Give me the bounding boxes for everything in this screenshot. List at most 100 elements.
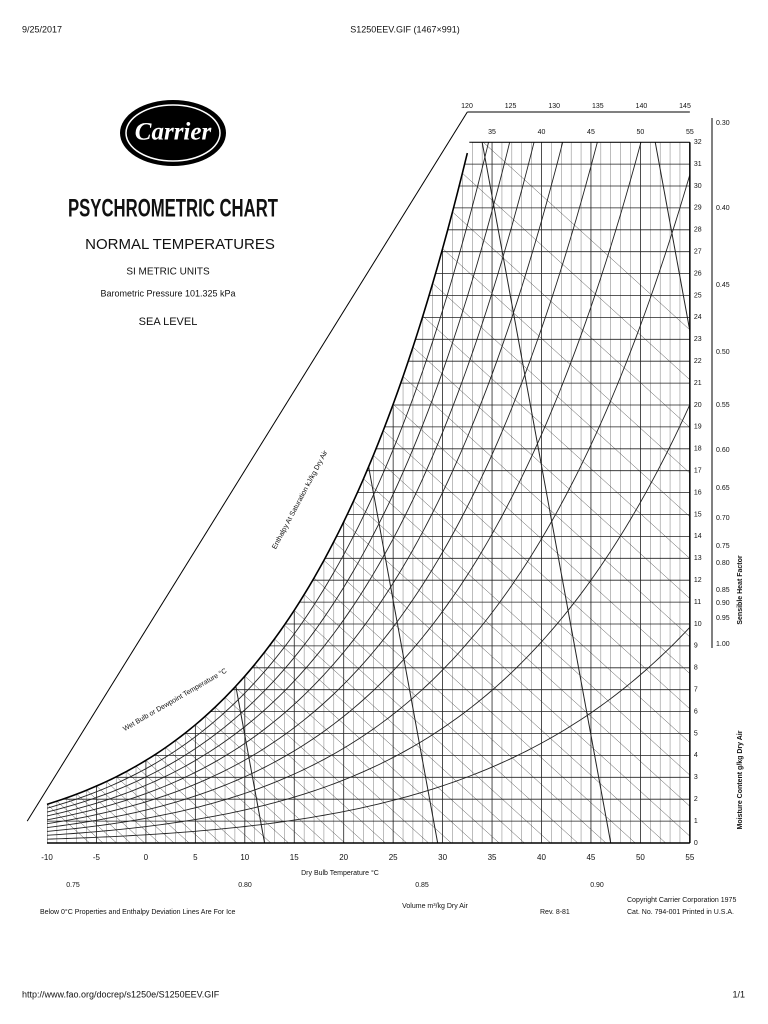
copyright: Copyright Carrier Corporation 1975 xyxy=(627,897,736,904)
moisture-tick: 30 xyxy=(694,183,702,190)
shf-tick: 0.55 xyxy=(716,402,730,409)
top-temp-label: 50 xyxy=(637,129,645,136)
x-tick-label: 25 xyxy=(389,853,398,862)
revision: Rev. 8-81 xyxy=(540,909,570,916)
rh-curve xyxy=(47,142,690,809)
x-tick-label: 45 xyxy=(586,853,595,862)
wet-bulb-line xyxy=(56,801,104,843)
wet-bulb-line xyxy=(155,753,254,843)
x-tick-label: 0 xyxy=(144,853,149,862)
wet-bulb-line xyxy=(165,747,272,843)
wet-bulb-line xyxy=(462,173,690,843)
wet-bulb-line xyxy=(373,455,690,843)
moisture-tick: 8 xyxy=(694,665,698,672)
wet-bulb-line xyxy=(185,732,307,843)
chart-title: PSYCHROMETRIC CHART xyxy=(68,195,278,223)
wet-bulb-line xyxy=(442,248,690,843)
x-tick-label: -5 xyxy=(93,853,101,862)
wet-bulb-line xyxy=(224,697,386,843)
shf-tick: 0.80 xyxy=(716,560,730,567)
rh-curve xyxy=(47,142,690,825)
moisture-tick: 5 xyxy=(694,730,698,737)
enthalpy-tick: 140 xyxy=(636,103,648,110)
pressure: Barometric Pressure 101.325 kPa xyxy=(100,288,235,298)
wet-bulb-line xyxy=(412,346,690,843)
moisture-tick: 6 xyxy=(694,708,698,715)
moisture-tick: 16 xyxy=(694,489,702,496)
moisture-tick: 31 xyxy=(694,161,702,168)
rh-curve xyxy=(47,404,690,836)
shf-tick: 0.60 xyxy=(716,447,730,454)
shf-tick: 1.00 xyxy=(716,641,730,648)
wet-bulb-line xyxy=(195,724,326,843)
enthalpy-scale xyxy=(26,111,468,822)
wet-bulb-line xyxy=(284,624,525,843)
x-tick-label: 55 xyxy=(685,853,694,862)
moisture-tick: 12 xyxy=(694,577,702,584)
wet-bulb-line xyxy=(175,740,289,843)
moisture-tick: 11 xyxy=(694,599,701,606)
wet-bulb-line xyxy=(323,560,636,843)
volume-tick: 0.85 xyxy=(415,882,429,889)
rh-curve xyxy=(47,142,690,821)
wet-bulb-line xyxy=(264,651,475,843)
moisture-tick: 25 xyxy=(694,292,702,299)
wet-bulb-line xyxy=(106,781,175,843)
wet-bulb-line xyxy=(234,686,407,843)
moisture-tick: 17 xyxy=(694,468,702,475)
shf-tick: 0.50 xyxy=(716,349,730,356)
wet-bulb-line xyxy=(304,594,578,843)
volume-tick: 0.75 xyxy=(66,882,80,889)
rh-curve xyxy=(47,142,690,817)
enthalpy-tick: 130 xyxy=(548,103,560,110)
print-date: 9/25/2017 xyxy=(22,24,62,34)
moisture-tick: 0 xyxy=(694,840,698,847)
wet-bulb-line xyxy=(393,404,690,843)
moisture-tick: 14 xyxy=(694,533,702,540)
volume-tick: 0.90 xyxy=(590,882,604,889)
catalog: Cat. No. 794-001 Printed in U.S.A. xyxy=(627,909,734,916)
x-tick-label: 15 xyxy=(290,853,299,862)
level: SEA LEVEL xyxy=(139,316,198,328)
wet-bulb-line xyxy=(313,577,607,843)
logo: Carrier xyxy=(120,100,226,166)
rh-curve xyxy=(47,174,690,832)
volume-line xyxy=(481,142,612,843)
top-temp-label: 35 xyxy=(488,129,496,136)
footer-url: http://www.fao.org/docrep/s1250e/S1250EE… xyxy=(22,989,220,999)
logo-ring xyxy=(125,104,221,162)
enthalpy-tick: 120 xyxy=(461,103,473,110)
shf-label: Sensible Heat Factor xyxy=(737,555,744,625)
print-title: S1250EEV.GIF (1467×991) xyxy=(350,24,460,34)
units: SI METRIC UNITS xyxy=(126,267,210,278)
volume-tick: 0.80 xyxy=(238,882,252,889)
wet-bulb-line xyxy=(383,430,690,843)
wet-bulb-line xyxy=(452,211,690,843)
wet-bulb-line xyxy=(47,804,90,843)
top-temp-label: 45 xyxy=(587,129,595,136)
chart-subtitle: NORMAL TEMPERATURES xyxy=(85,236,275,253)
wet-bulb-line xyxy=(333,541,666,843)
volume-label: Volume m³/kg Dry Air xyxy=(402,903,468,910)
x-tick-label: 50 xyxy=(636,853,645,862)
wet-bulb-line xyxy=(244,676,429,843)
wet-bulb-line xyxy=(432,283,690,843)
shf-tick: 0.90 xyxy=(716,600,730,607)
wet-bulb-line xyxy=(214,706,365,843)
x-tick-label: 20 xyxy=(339,853,348,862)
moisture-tick: 28 xyxy=(694,227,702,234)
x-tick-label: 5 xyxy=(193,853,198,862)
moisture-tick: 18 xyxy=(694,446,702,453)
moisture-tick: 4 xyxy=(694,752,698,759)
wet-bulb-line xyxy=(353,500,690,843)
moisture-label: Moisture Content g/kg Dry Air xyxy=(737,730,744,829)
moisture-tick: 7 xyxy=(694,687,698,694)
moisture-tick: 21 xyxy=(694,380,702,387)
moisture-tick: 32 xyxy=(694,139,702,146)
enthalpy-tick: 135 xyxy=(592,103,604,110)
moisture-tick: 9 xyxy=(694,643,698,650)
shf-tick: 0.85 xyxy=(716,587,730,594)
moisture-tick: 22 xyxy=(694,358,702,365)
moisture-tick: 3 xyxy=(694,774,698,781)
